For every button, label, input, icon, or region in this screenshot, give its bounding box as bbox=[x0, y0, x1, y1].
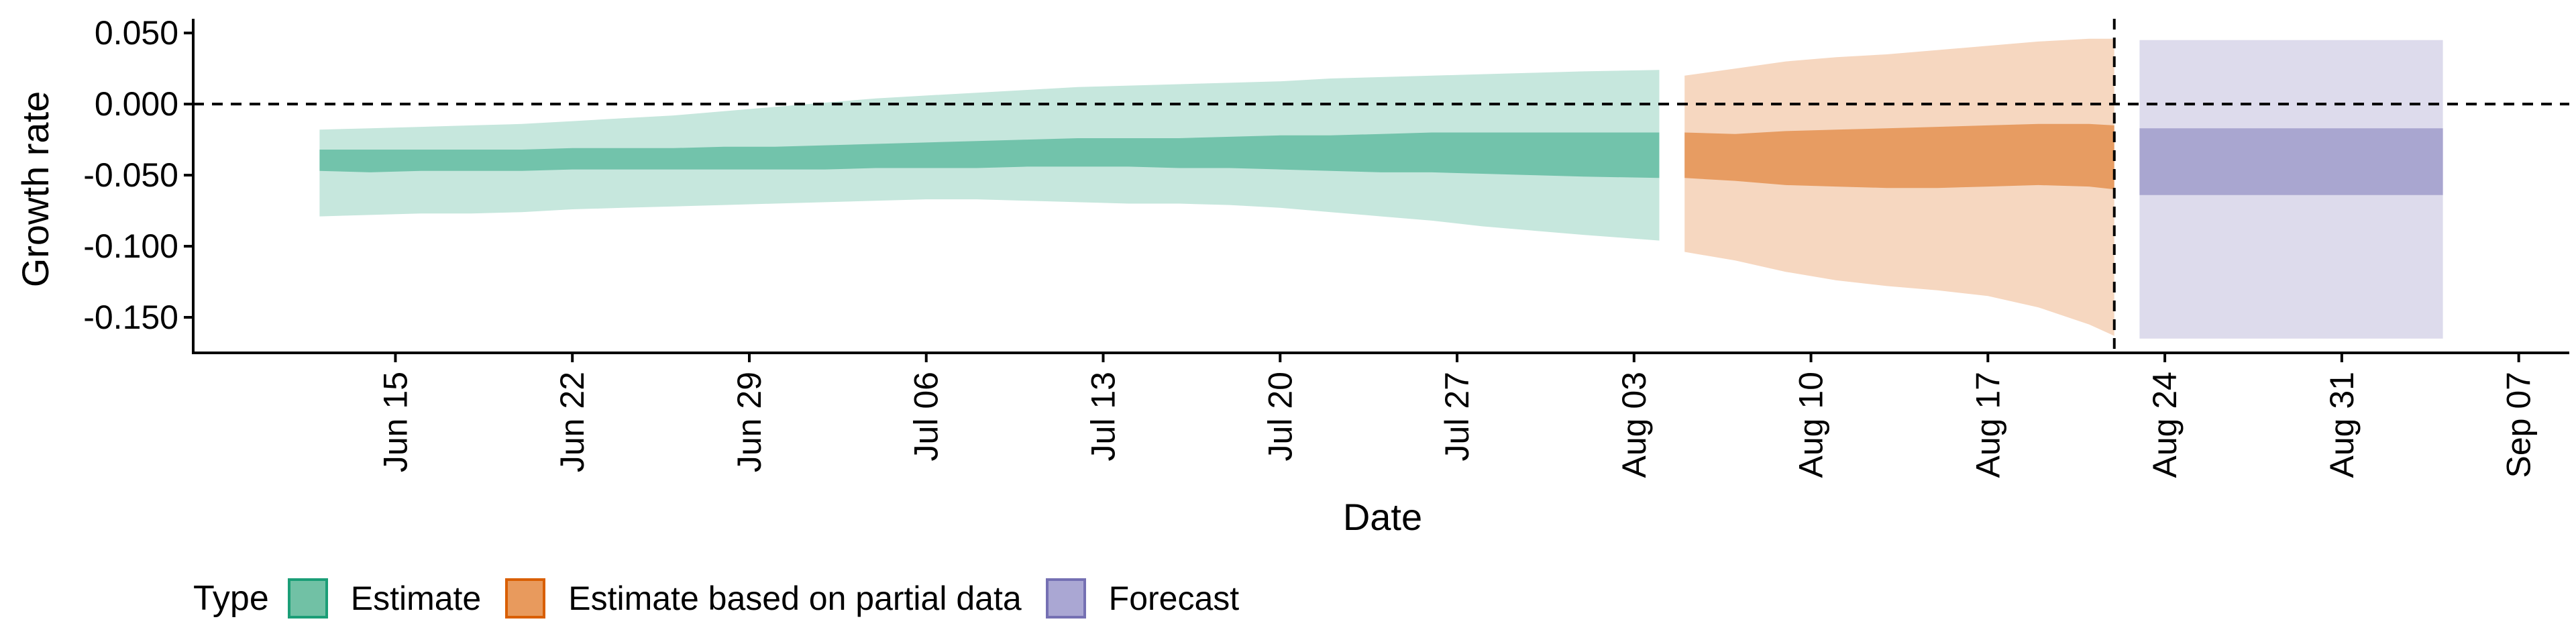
y-tick-label: -0.150 bbox=[83, 299, 178, 336]
legend-item-estimate: Estimate bbox=[287, 578, 482, 619]
legend-item-partial: Estimate based on partial data bbox=[505, 578, 1022, 619]
x-tick-label: Jul 27 bbox=[1438, 372, 1476, 461]
x-tick-label: Aug 17 bbox=[1969, 372, 2006, 478]
x-tick-label: Jul 20 bbox=[1261, 372, 1299, 461]
y-axis-title: Growth rate bbox=[14, 91, 56, 288]
x-tick-label: Sep 07 bbox=[2500, 372, 2538, 478]
y-tick-label: 0.000 bbox=[95, 85, 178, 123]
x-tick-label: Jun 29 bbox=[731, 372, 768, 472]
x-tick-label: Aug 03 bbox=[1615, 372, 1653, 478]
legend-swatch-partial bbox=[505, 578, 546, 619]
legend-item-forecast: Forecast bbox=[1045, 578, 1240, 619]
band-inner-forecast bbox=[2139, 128, 2443, 195]
reference-lines bbox=[193, 19, 2569, 353]
legend-label-estimate: Estimate bbox=[350, 580, 482, 617]
x-axis-title: Date bbox=[1343, 496, 1422, 538]
x-tick-label: Jul 06 bbox=[908, 372, 945, 461]
legend-title: Type bbox=[193, 579, 269, 618]
y-tick-label: -0.100 bbox=[83, 227, 178, 265]
x-tick-label: Jul 13 bbox=[1085, 372, 1122, 461]
chart-axes bbox=[192, 19, 2569, 354]
y-tick-label: -0.050 bbox=[83, 156, 178, 194]
legend-swatch-estimate bbox=[287, 578, 328, 619]
x-tick-label: Aug 24 bbox=[2146, 372, 2184, 478]
x-tick-label: Jun 22 bbox=[553, 372, 591, 472]
x-tick-label: Jun 15 bbox=[376, 372, 414, 472]
chart-ticks: 0.050 0.000 -0.050 -0.100 -0.150 Jun 15 Jun 22… bbox=[83, 14, 2537, 478]
y-tick-label: 0.050 bbox=[95, 14, 178, 52]
legend-label-partial: Estimate based on partial data bbox=[568, 580, 1022, 617]
chart-bands bbox=[319, 38, 2443, 339]
band-inner-estimate bbox=[319, 132, 1660, 178]
legend: Type Estimate Estimate based on partial … bbox=[193, 572, 1263, 625]
x-tick-label: Aug 31 bbox=[2323, 372, 2361, 478]
band-inner-partial bbox=[1684, 123, 2114, 190]
legend-swatch-forecast bbox=[1045, 578, 1086, 619]
legend-label-forecast: Forecast bbox=[1108, 580, 1240, 617]
x-tick-label: Aug 10 bbox=[1792, 372, 1830, 478]
